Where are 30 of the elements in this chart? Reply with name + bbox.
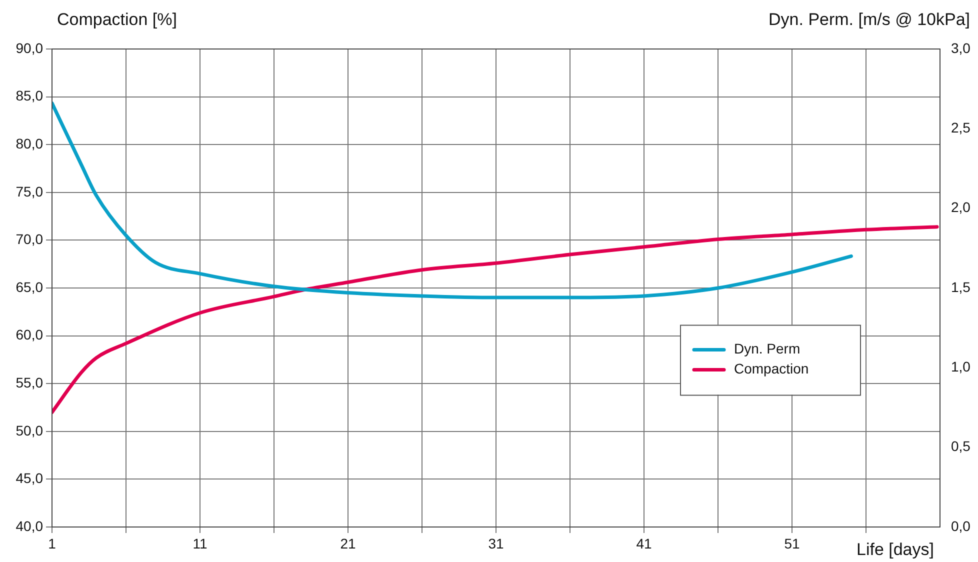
legend-label: Dyn. Perm [734, 340, 800, 357]
x-axis-title: Life [days] [856, 540, 934, 560]
y2-tick-label: 0,5 [951, 438, 971, 454]
y-tick-label: 60,0 [16, 326, 44, 343]
x-tick-label: 31 [488, 535, 504, 552]
x-tick-label: 41 [636, 535, 652, 552]
y-axis-title: Compaction [%] [57, 10, 177, 30]
y-tick-label: 90,0 [16, 40, 44, 56]
y-tick-label: 80,0 [16, 135, 44, 152]
line-series [52, 101, 853, 300]
y-tick-label: 85,0 [16, 88, 44, 104]
y2-tick-label: 1,5 [951, 278, 971, 295]
y-tick-label: 40,0 [16, 518, 44, 534]
y-tick-label: 45,0 [16, 470, 44, 486]
x-tick-label: 1 [48, 535, 56, 552]
y2-tick-label: 2,5 [951, 120, 971, 136]
x-tick-label: 11 [192, 535, 208, 552]
y2-tick-label: 2,0 [951, 199, 971, 216]
legend-label: Compaction [734, 360, 809, 377]
y2-tick-label: 3,0 [951, 40, 971, 56]
y2-tick-label: 0,0 [951, 518, 971, 534]
y-tick-label: 55,0 [16, 374, 44, 390]
y2-tick-label: 1,0 [951, 358, 971, 375]
y-tick-label: 65,0 [16, 278, 44, 295]
y-tick-label: 70,0 [16, 231, 44, 248]
y-tick-label: 50,0 [16, 422, 44, 438]
x-tick-label: 51 [784, 535, 800, 552]
x-tick-label: 21 [340, 535, 356, 552]
y-tick-label: 75,0 [16, 183, 44, 200]
y2-axis-title: Dyn. Perm. [m/s @ 10kPa] [768, 10, 970, 30]
